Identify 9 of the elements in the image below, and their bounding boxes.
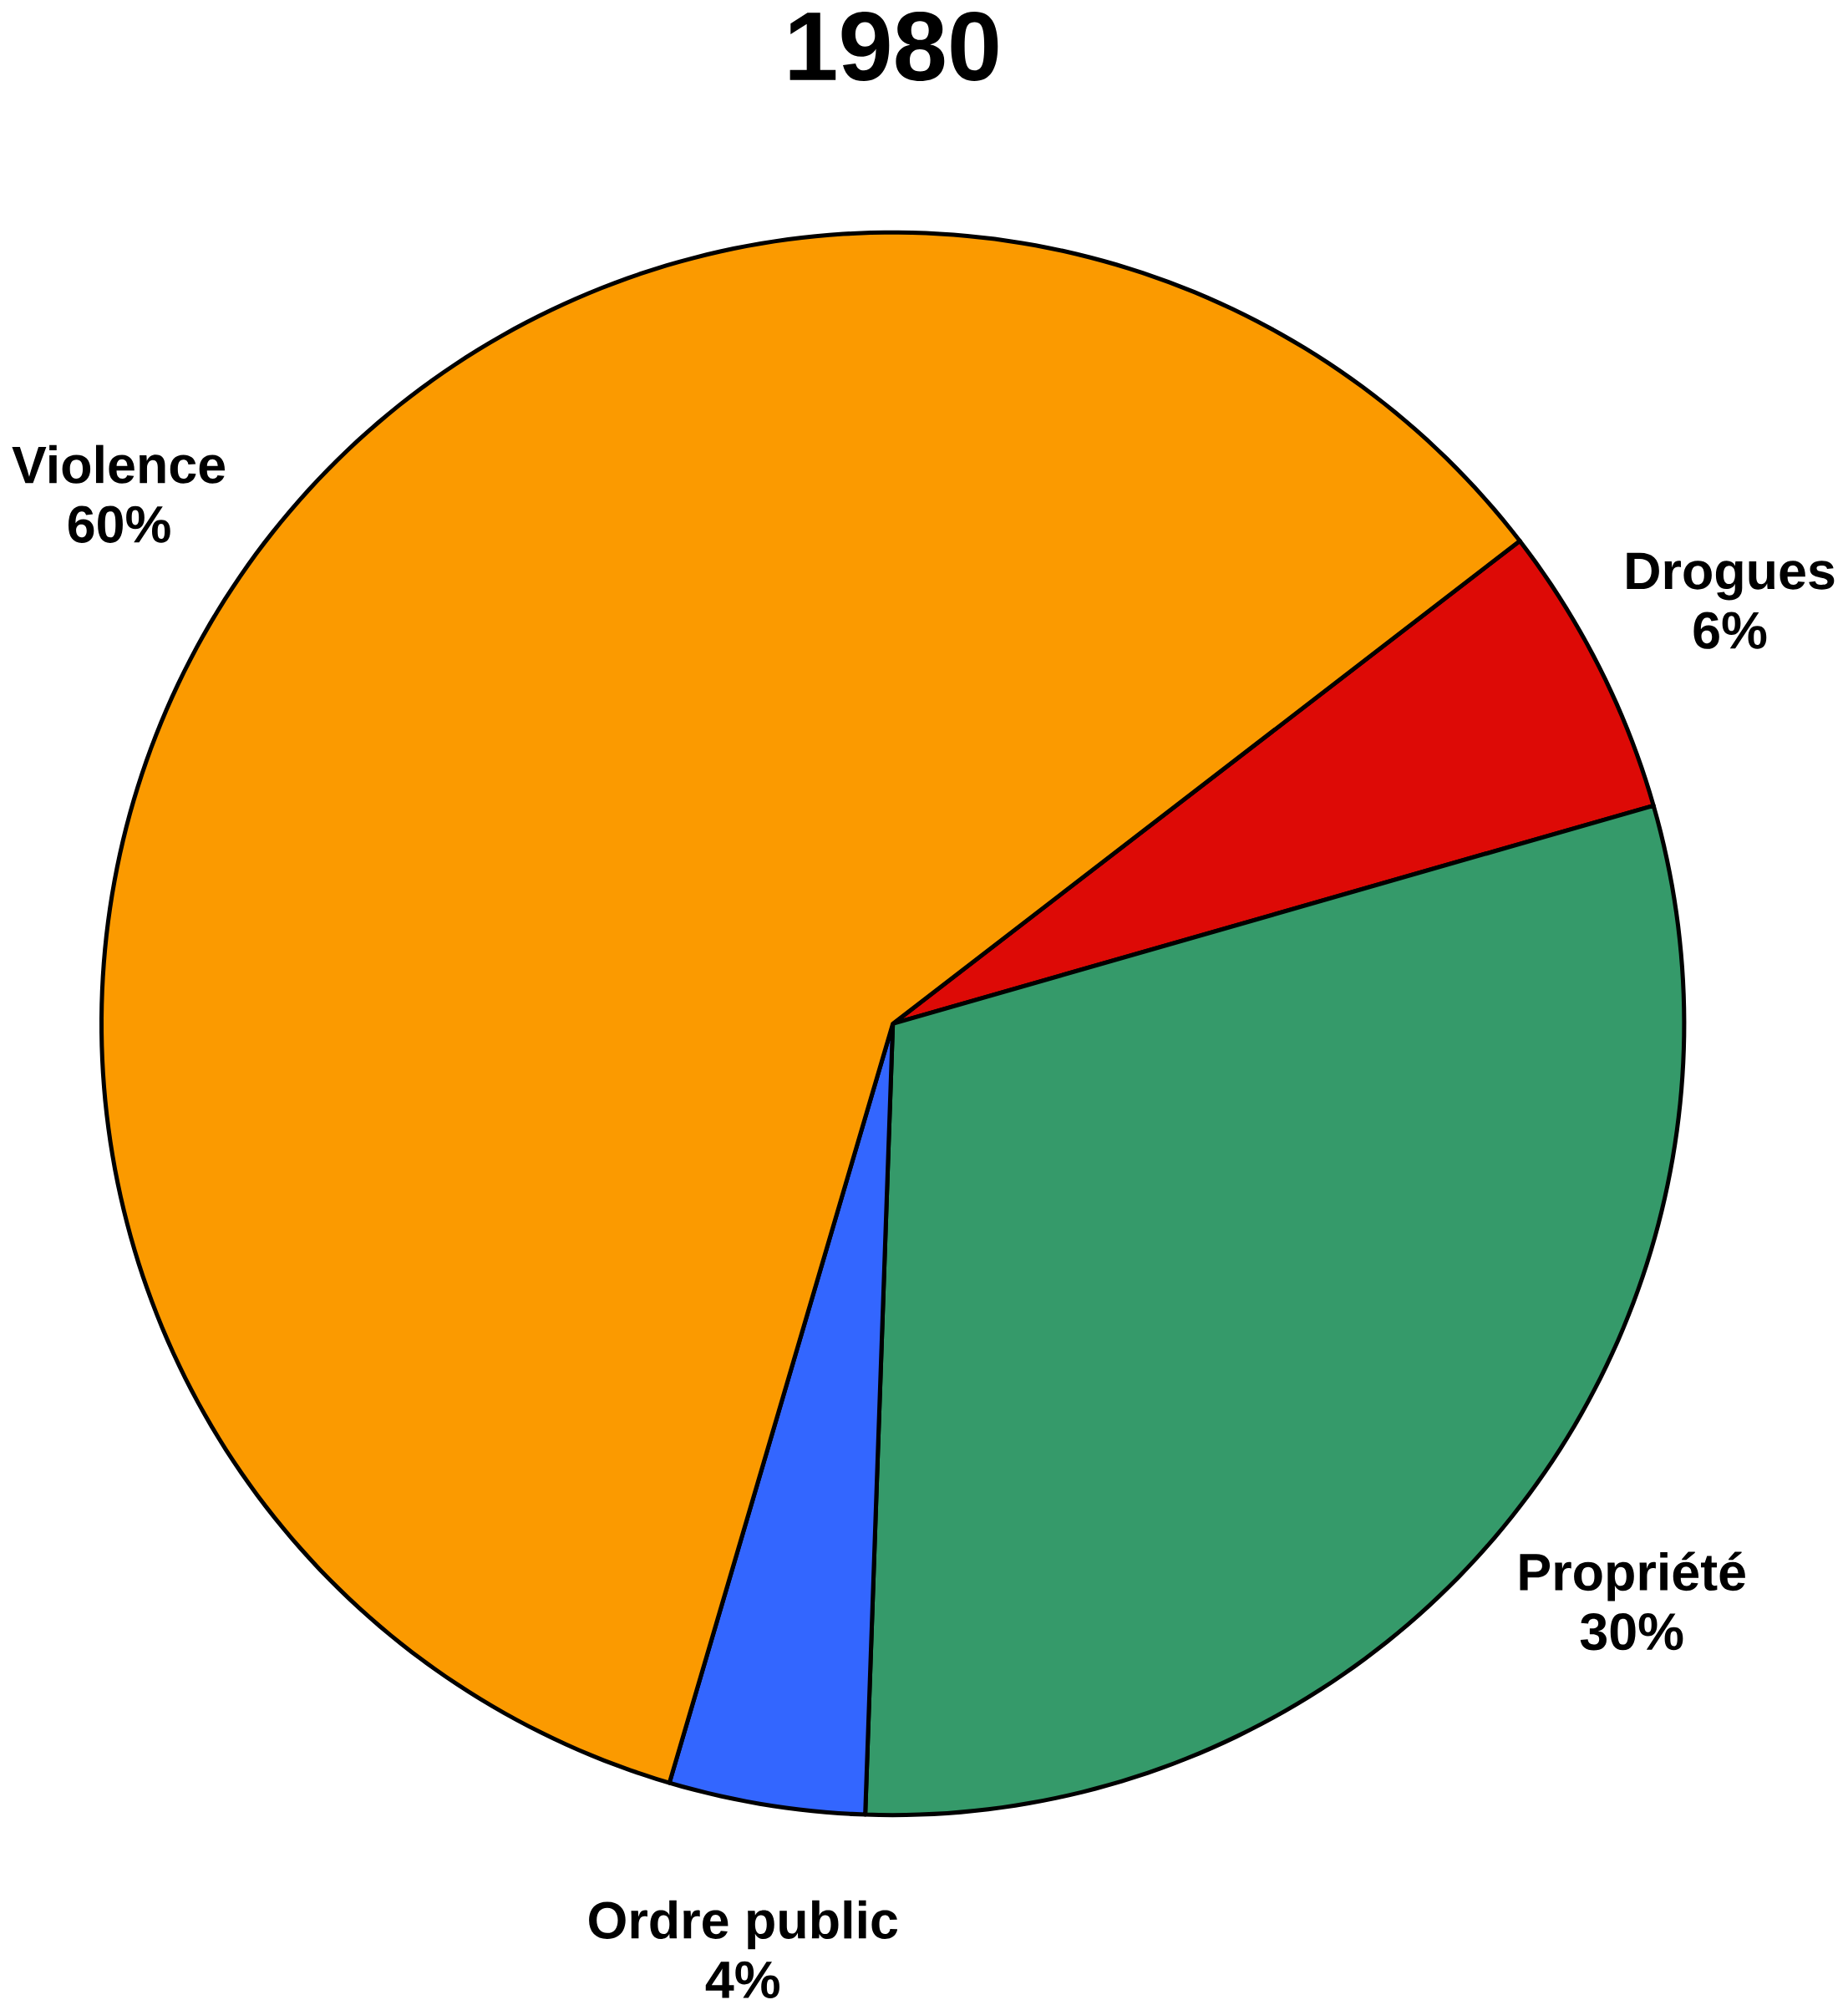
data-label: 30%	[1580, 1612, 1683, 1651]
slice-label: Violence	[12, 444, 226, 484]
data-label: 60%	[69, 505, 170, 543]
data-label: 6%	[1693, 612, 1767, 649]
slice-label: Ordre public	[589, 1900, 898, 1950]
slice-label: Drogues	[1627, 552, 1835, 601]
slice-label: Propriété	[1520, 1551, 1745, 1601]
chart-title: 1980	[789, 11, 998, 81]
data-label: 4%	[705, 1961, 779, 1998]
